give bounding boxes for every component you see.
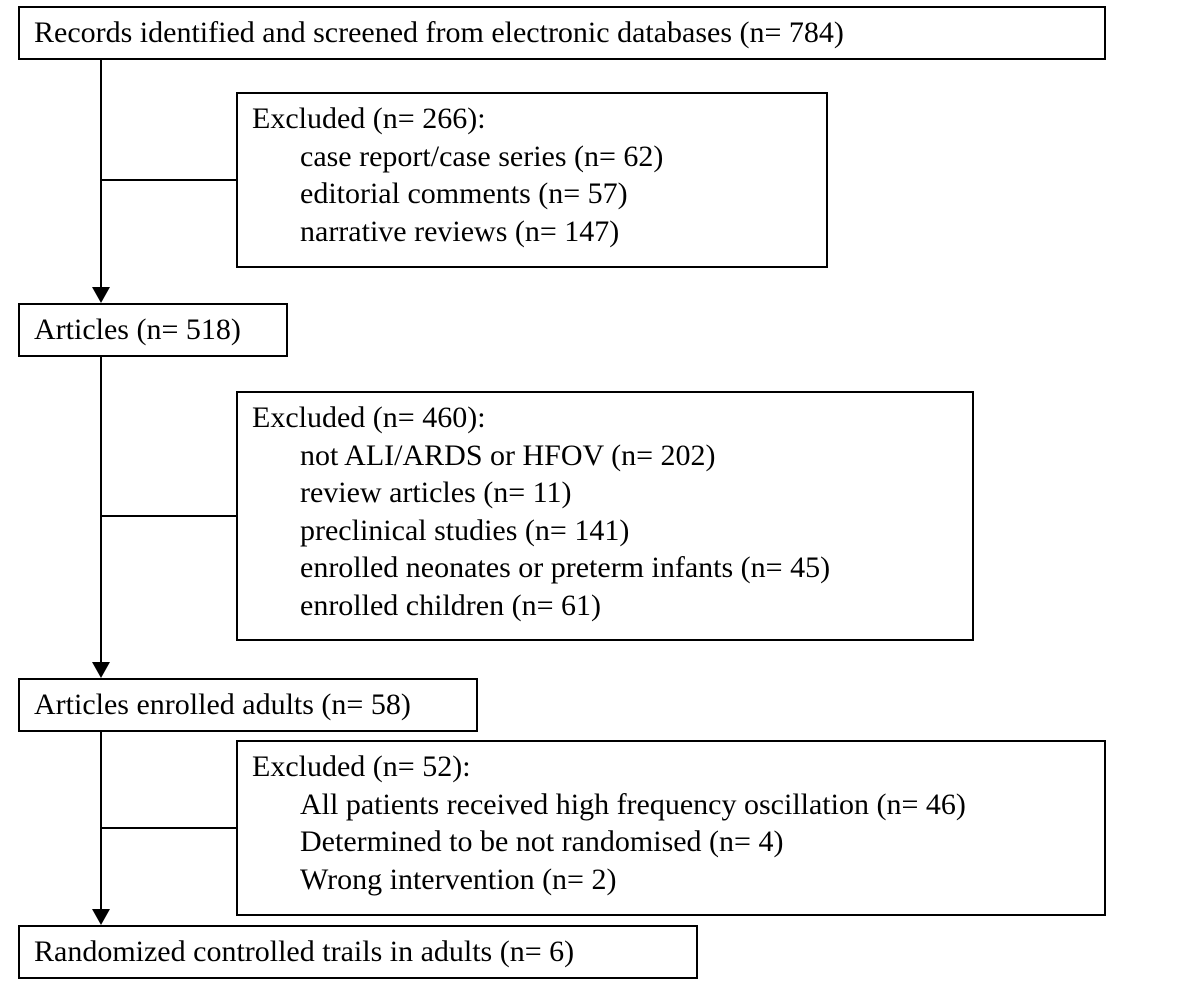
reason-item: All patients received high frequency osc… xyxy=(300,786,1094,824)
reason-item: enrolled children (n= 61) xyxy=(300,587,962,625)
node-articles-518: Articles (n= 518) xyxy=(18,303,288,357)
excluded-reasons: not ALI/ARDS or HFOV (n= 202) review art… xyxy=(252,437,962,625)
excluded-reasons: case report/case series (n= 62) editoria… xyxy=(252,138,816,251)
node-text: Randomized controlled trails in adults (… xyxy=(34,935,574,968)
node-excluded-3: Excluded (n= 52): All patients received … xyxy=(236,740,1106,916)
node-rct-adults-6: Randomized controlled trails in adults (… xyxy=(18,925,698,979)
edge-branch xyxy=(101,827,236,829)
edge-branch xyxy=(101,515,236,517)
excluded-reasons: All patients received high frequency osc… xyxy=(252,786,1094,899)
node-text: Articles (n= 518) xyxy=(34,313,241,346)
edge-branch xyxy=(101,179,236,181)
reason-item: editorial comments (n= 57) xyxy=(300,175,816,213)
reason-item: not ALI/ARDS or HFOV (n= 202) xyxy=(300,437,962,475)
node-text: Articles enrolled adults (n= 58) xyxy=(34,688,411,721)
arrow-down-icon xyxy=(92,662,110,678)
flowchart-canvas: Records identified and screened from ele… xyxy=(0,0,1200,981)
node-excluded-2: Excluded (n= 460): not ALI/ARDS or HFOV … xyxy=(236,391,974,641)
node-text: Records identified and screened from ele… xyxy=(34,16,844,49)
edge-vertical xyxy=(100,730,102,911)
excluded-title: Excluded (n= 460): xyxy=(252,399,962,437)
node-excluded-1: Excluded (n= 266): case report/case seri… xyxy=(236,92,828,268)
excluded-title: Excluded (n= 52): xyxy=(252,748,1094,786)
node-records-identified: Records identified and screened from ele… xyxy=(18,6,1106,60)
edge-vertical xyxy=(100,355,102,664)
reason-item: enrolled neonates or preterm infants (n=… xyxy=(300,549,962,587)
reason-item: preclinical studies (n= 141) xyxy=(300,512,962,550)
excluded-title: Excluded (n= 266): xyxy=(252,100,816,138)
reason-item: Wrong intervention (n= 2) xyxy=(300,861,1094,899)
reason-item: Determined to be not randomised (n= 4) xyxy=(300,823,1094,861)
reason-item: case report/case series (n= 62) xyxy=(300,138,816,176)
reason-item: narrative reviews (n= 147) xyxy=(300,213,816,251)
node-articles-adults-58: Articles enrolled adults (n= 58) xyxy=(18,678,478,732)
arrow-down-icon xyxy=(92,909,110,925)
arrow-down-icon xyxy=(92,287,110,303)
reason-item: review articles (n= 11) xyxy=(300,474,962,512)
edge-vertical xyxy=(100,58,102,289)
